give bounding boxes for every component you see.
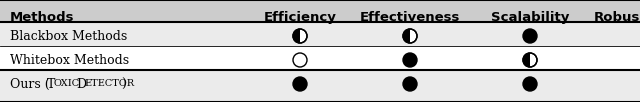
Circle shape	[523, 53, 537, 67]
Text: Whitebox Methods: Whitebox Methods	[10, 54, 129, 67]
Text: ETECTOR: ETECTOR	[84, 79, 134, 89]
Circle shape	[403, 29, 417, 43]
Circle shape	[293, 77, 307, 91]
Circle shape	[403, 77, 417, 91]
Circle shape	[293, 53, 307, 67]
Wedge shape	[523, 53, 530, 67]
Text: Efficiency: Efficiency	[264, 11, 337, 24]
Bar	[0, 46, 640, 70]
Text: T: T	[47, 78, 56, 90]
Bar	[0, 70, 640, 102]
Circle shape	[523, 77, 537, 91]
Text: ): )	[121, 78, 126, 90]
Text: Methods: Methods	[10, 11, 74, 24]
Bar	[0, 0, 640, 22]
Wedge shape	[403, 29, 410, 43]
Wedge shape	[293, 29, 300, 43]
Circle shape	[293, 29, 307, 43]
Circle shape	[403, 53, 417, 67]
Circle shape	[523, 29, 537, 43]
Text: D: D	[76, 78, 86, 90]
Text: Robus-: Robus-	[594, 11, 640, 24]
Text: Blackbox Methods: Blackbox Methods	[10, 29, 127, 43]
Text: Scalability: Scalability	[491, 11, 569, 24]
Text: Ours (: Ours (	[10, 78, 50, 90]
Bar	[0, 22, 640, 46]
Text: Effectiveness: Effectiveness	[360, 11, 460, 24]
Text: OXIC: OXIC	[54, 79, 80, 89]
